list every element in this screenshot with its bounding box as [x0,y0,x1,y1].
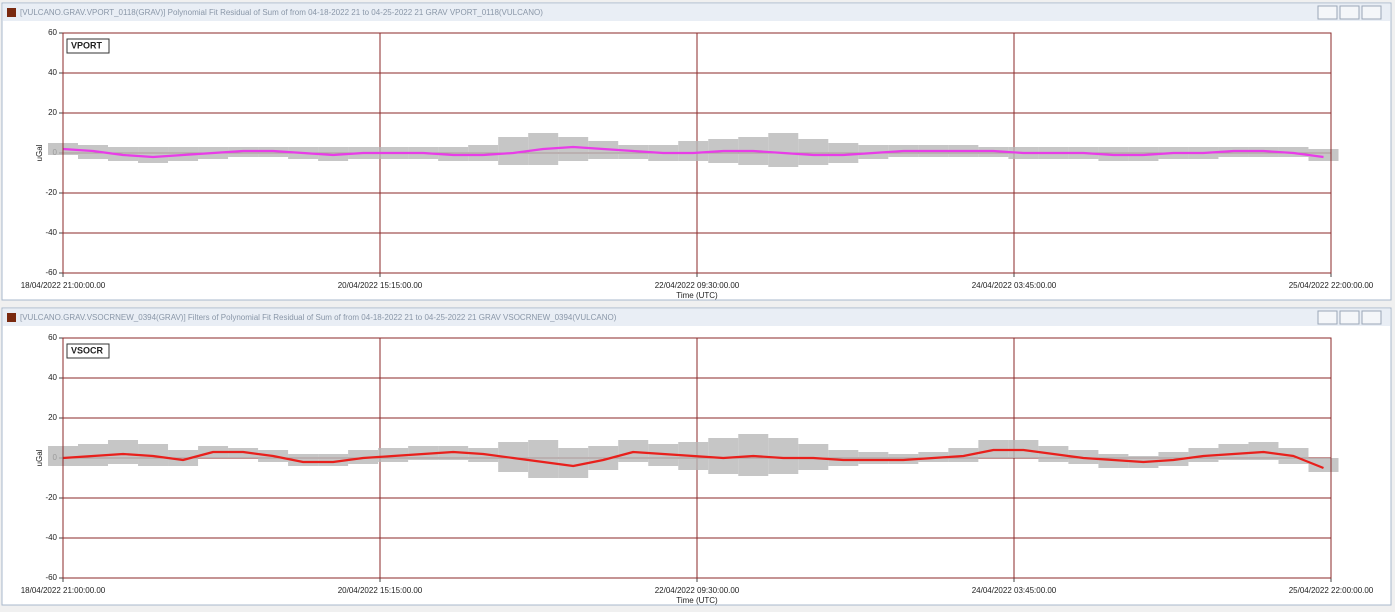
x-tick-label: 24/04/2022 03:45:00.00 [972,586,1057,595]
y-tick-label: -60 [45,268,57,277]
filtered-line [62,448,1324,470]
station-label: VPORT [71,40,103,50]
plot-border [62,337,1332,579]
station-label-box [66,38,110,54]
x-tick-label: 22/04/2022 09:30:00.00 [655,586,740,595]
minimize-button[interactable] [1317,5,1338,20]
filtered-line [62,145,1324,159]
close-button[interactable] [1361,310,1382,325]
station-label-box [66,343,110,359]
x-tick-label: 22/04/2022 09:30:00.00 [655,281,740,290]
x-tick-label: 25/04/2022 22:00:00.00 [1289,281,1374,290]
maximize-button[interactable] [1339,310,1360,325]
y-tick-label: 60 [48,333,57,342]
title-bar [3,309,1390,326]
station-label: VSOCR [71,345,104,355]
y-tick-label: 20 [48,413,57,422]
close-button[interactable] [1361,5,1382,20]
plot-area: -60-40-20020406018/04/2022 21:00:00.0020… [21,28,1374,300]
window-title: [VULCANO.GRAV.VSOCRNEW_0394(GRAV)] Filte… [20,313,617,322]
plot-area: -60-40-20020406018/04/2022 21:00:00.0020… [21,333,1374,605]
title-bar [3,4,1390,21]
y-tick-label: -20 [45,493,57,502]
x-tick-label: 18/04/2022 21:00:00.00 [21,586,106,595]
app-icon [7,313,16,322]
x-tick-label: 20/04/2022 15:15:00.00 [338,586,423,595]
y-tick-label: 40 [48,373,57,382]
y-axis-label: uGal [35,449,44,466]
y-tick-label: 20 [48,108,57,117]
window-title: [VULCANO.GRAV.VPORT_0118(GRAV)] Polynomi… [20,8,543,17]
window: [VULCANO.GRAV.VSOCRNEW_0394(GRAV)] Filte… [1,307,1392,606]
y-tick-label: -40 [45,228,57,237]
y-tick-label: 40 [48,68,57,77]
y-tick-label: -60 [45,573,57,582]
y-tick-label: 60 [48,28,57,37]
x-tick-label: 20/04/2022 15:15:00.00 [338,281,423,290]
x-tick-label: 24/04/2022 03:45:00.00 [972,281,1057,290]
maximize-button[interactable] [1339,5,1360,20]
window: [VULCANO.GRAV.VPORT_0118(GRAV)] Polynomi… [1,2,1392,301]
app-icon [7,8,16,17]
minimize-button[interactable] [1317,310,1338,325]
plot-border [62,32,1332,274]
x-axis-label: Time (UTC) [676,596,718,605]
y-tick-label: -20 [45,188,57,197]
x-tick-label: 25/04/2022 22:00:00.00 [1289,586,1374,595]
y-tick-label: -40 [45,533,57,542]
y-axis-label: uGal [35,144,44,161]
x-axis-label: Time (UTC) [676,291,718,300]
x-tick-label: 18/04/2022 21:00:00.00 [21,281,106,290]
